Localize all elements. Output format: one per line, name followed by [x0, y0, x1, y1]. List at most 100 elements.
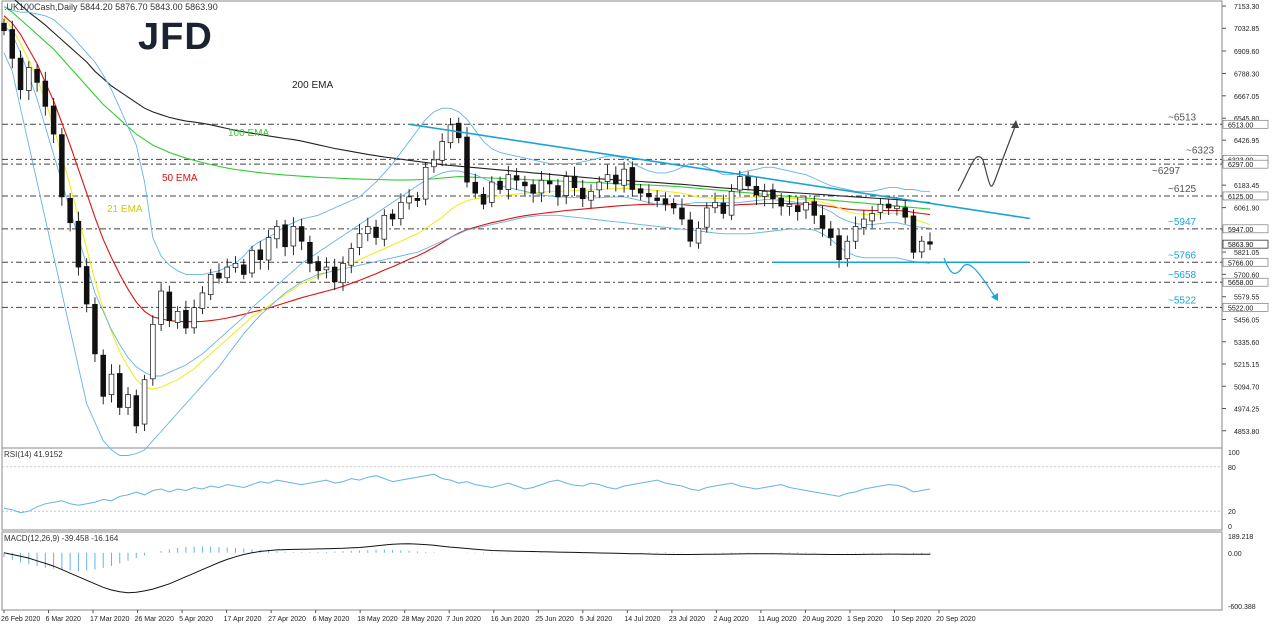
candle-body: [150, 323, 156, 380]
candle-body: [241, 264, 247, 275]
price-tick-label: 7032.85: [1234, 26, 1259, 33]
price-tick-label: 4974.25: [1234, 407, 1259, 414]
level-tag-label: 5947.00: [1228, 227, 1253, 234]
candle-body: [480, 193, 487, 205]
ema-label: 200 EMA: [292, 80, 333, 91]
projection-down-path: [943, 257, 996, 298]
date-tick-label: 2 Aug 2020: [713, 616, 749, 623]
date-tick-label: 7 Jun 2020: [446, 616, 481, 623]
price-tick-label: 5094.70: [1234, 384, 1259, 391]
date-tick-label: 26 Mar 2020: [135, 616, 174, 623]
price-tick-label: 6545.80: [1234, 116, 1259, 123]
candle-body: [158, 290, 164, 325]
level-label: ~6125: [1168, 184, 1197, 195]
candle-body: [406, 196, 412, 204]
price-tick-label: 5335.60: [1234, 340, 1259, 347]
candle-body: [861, 218, 867, 228]
candle-body: [704, 207, 710, 228]
price-tick-label: 6788.30: [1234, 71, 1259, 78]
level-tag: [1222, 277, 1269, 287]
candle-body: [141, 379, 148, 425]
projection-up-arrowhead: [1011, 120, 1019, 128]
macd-tick-label: -600.388: [1228, 604, 1256, 611]
date-tick-label: 5 Jul 2020: [580, 616, 612, 623]
candle-body: [596, 181, 603, 191]
candle-body: [307, 241, 313, 264]
candle-body: [232, 263, 239, 268]
candle-body: [770, 189, 776, 200]
candle-body: [265, 237, 272, 261]
candle-body: [522, 181, 528, 187]
level-label: ~5658: [1168, 270, 1197, 281]
candle-body: [26, 67, 32, 91]
candle-body: [902, 207, 908, 218]
candle-body: [918, 240, 925, 253]
candle-body: [191, 307, 197, 329]
date-tick-label: 17 Apr 2020: [224, 616, 262, 623]
candle-body: [737, 176, 743, 191]
macd-pane-border: [1, 531, 1223, 611]
candle-body: [50, 105, 57, 135]
level-tag: [1222, 224, 1269, 234]
price-tick-label: 5821.05: [1234, 250, 1259, 257]
level-label: ~6323: [1186, 145, 1215, 156]
candle-body: [356, 233, 363, 248]
candle-body: [894, 205, 900, 210]
candle-body: [555, 185, 561, 198]
candle-body: [274, 226, 280, 240]
candle-body: [877, 203, 884, 213]
level-tag-label: 6297.00: [1228, 162, 1253, 169]
candle-body: [75, 220, 82, 268]
price-tick-label: 6426.95: [1234, 138, 1259, 145]
candle-body: [654, 197, 660, 201]
price-tick-label: 6667.05: [1234, 94, 1259, 101]
candle-body: [422, 166, 429, 200]
date-tick-label: 20 Sep 2020: [936, 616, 976, 623]
level-label: ~6297: [1152, 166, 1181, 177]
projection-down-arrowhead: [991, 293, 998, 301]
candle-body: [695, 227, 702, 244]
candle-body: [282, 224, 288, 248]
date-tick-label: 18 May 2020: [357, 616, 398, 623]
candle-body: [687, 219, 693, 242]
level-tag: [1222, 159, 1269, 169]
ema-label: 50 EMA: [162, 173, 198, 184]
date-tick-label: 5 Apr 2020: [179, 616, 213, 623]
candle-body: [290, 226, 297, 247]
price-tick-label: 7153.30: [1234, 4, 1259, 11]
date-tick-label: 28 May 2020: [402, 616, 443, 623]
candle-body: [811, 201, 817, 216]
price-tick-label: 6909.60: [1234, 49, 1259, 56]
price-tick-label: 5456.05: [1234, 318, 1259, 325]
candle-body: [340, 263, 346, 284]
candle-body: [613, 174, 619, 185]
date-tick-label: 25 Jun 2020: [535, 616, 574, 623]
candle-body: [604, 174, 611, 182]
candle-body: [455, 122, 462, 139]
candle-body: [571, 175, 578, 188]
candle-body: [869, 213, 875, 222]
rsi-tick-label: 0: [1228, 524, 1232, 531]
level-label: ~5947: [1168, 217, 1197, 228]
candle-body: [538, 179, 545, 194]
candle-body: [100, 354, 106, 397]
rsi-label: RSI(14) 41.9152: [4, 450, 63, 459]
candle-body: [224, 266, 230, 279]
candle-body: [249, 250, 255, 274]
candle-body: [414, 197, 421, 201]
candle-body: [17, 57, 24, 91]
candle-body: [348, 248, 355, 266]
candle-body: [166, 291, 173, 321]
candle-body: [786, 203, 793, 207]
level-label: ~6513: [1168, 112, 1197, 123]
level-tag: [1222, 119, 1269, 129]
candle-body: [389, 213, 396, 220]
candle-body: [546, 180, 553, 185]
candle-body: [836, 235, 842, 261]
candle-body: [489, 181, 495, 203]
candle-body: [216, 272, 222, 279]
price-tick-label: 6061.90: [1234, 206, 1259, 213]
main-pane-border: [1, 0, 1223, 449]
candle-body: [9, 29, 16, 59]
